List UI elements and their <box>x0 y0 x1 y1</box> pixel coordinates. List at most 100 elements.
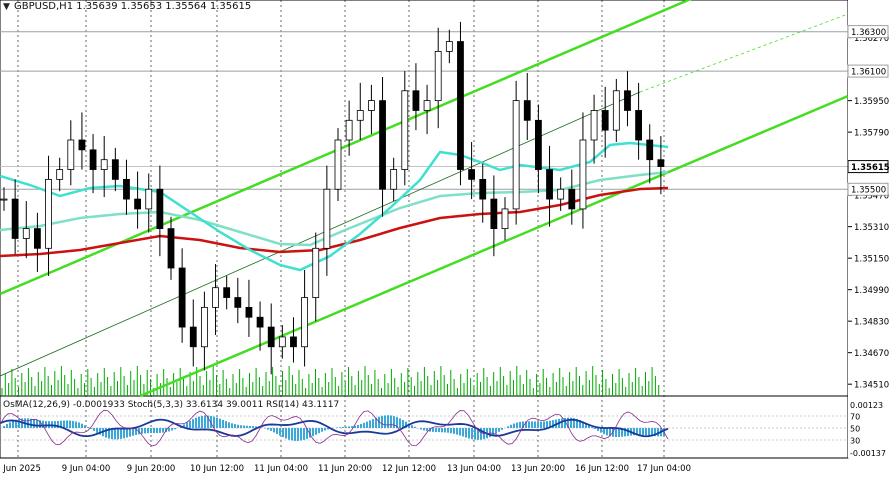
channel-mid-extension <box>639 13 849 93</box>
candle-body <box>100 159 108 170</box>
price-level-tag <box>847 64 889 78</box>
candle-body <box>67 139 75 170</box>
time-label: 13 Jun 04:00 <box>447 464 501 474</box>
ma-slow <box>0 170 669 247</box>
stoch-signal-line <box>0 409 669 447</box>
candle-body <box>557 188 565 200</box>
candle-body <box>234 297 242 308</box>
ma-fast <box>0 141 669 272</box>
current-price-tag <box>847 160 889 174</box>
candle-body <box>200 306 208 348</box>
candle-body <box>479 178 487 200</box>
candle-body <box>178 267 186 328</box>
candle-body <box>423 100 431 111</box>
price-label: 1.35790 <box>854 129 889 139</box>
candle-body <box>468 169 476 180</box>
chart-title: GBPUSD,H1 1.35639 1.35653 1.35564 1.3561… <box>14 1 252 12</box>
candle-body <box>111 159 119 180</box>
time-label: 10 Jun 12:00 <box>190 464 244 474</box>
candle-body <box>646 139 654 161</box>
candle-body <box>156 188 164 230</box>
candle-body <box>134 198 142 210</box>
candle-body <box>189 326 197 348</box>
candle-body <box>78 139 86 151</box>
price-label: 1.34830 <box>854 318 889 328</box>
indicator-level-label: 70 <box>850 413 860 422</box>
price-label: 1.35950 <box>854 97 889 107</box>
price-level-label: 1.36100 <box>851 68 886 78</box>
time-label: 13 Jun 20:00 <box>511 464 565 474</box>
time-label: 11 Jun 04:00 <box>254 464 308 474</box>
candle-body <box>624 90 631 111</box>
candle-body <box>512 100 520 210</box>
time-label: 16 Jun 12:00 <box>575 464 629 474</box>
candle-body <box>401 90 409 170</box>
channel-upper-line <box>0 0 692 296</box>
candle-body <box>334 139 342 190</box>
price-level-tag <box>847 25 889 39</box>
price-candles <box>0 21 665 375</box>
current-price-label: 1.35615 <box>851 163 890 173</box>
indicator-title: OsMA(12,26,9) -0.0001933 Stoch(5,3,3) 33… <box>3 400 340 410</box>
candle-body <box>245 306 253 318</box>
candle-body <box>145 188 153 210</box>
candle-body <box>601 110 609 131</box>
price-label: 1.34990 <box>854 286 889 296</box>
horizontal-levels: 1.36300 1.36100 1.35500 <box>0 25 889 196</box>
candle-body <box>323 188 331 249</box>
candle-body <box>635 110 642 141</box>
candle-body <box>412 90 420 111</box>
price-label: 1.35310 <box>854 223 889 233</box>
candle-body <box>301 297 309 348</box>
price-label: 1.36270 <box>854 34 889 44</box>
price-label: 1.34510 <box>854 381 889 391</box>
candle-body <box>56 169 64 180</box>
candle-body <box>356 110 364 121</box>
symbol-dropdown-icon[interactable]: ▼ <box>3 2 10 12</box>
candle-body <box>612 90 620 131</box>
price-axis: 1.36270 1.35950 1.35790 1.35470 1.35310 1.351… <box>847 0 890 458</box>
candle-body <box>445 41 453 52</box>
price-level-label: 1.35500 <box>851 186 886 196</box>
candle-body <box>590 110 598 141</box>
candle-body <box>312 247 320 298</box>
indicator-axis-bottom: -0.00137 <box>850 449 886 458</box>
candle-body <box>22 228 30 239</box>
price-level-tag <box>847 182 889 196</box>
candle-body <box>434 50 442 102</box>
candle-body <box>123 178 130 200</box>
indicator-axis-top: 0.00123 <box>850 401 883 410</box>
time-label: 17 Jun 04:00 <box>637 464 691 474</box>
candle-body <box>290 336 297 348</box>
time-label: 12 Jun 12:00 <box>382 464 436 474</box>
indicator-level-label: 50 <box>850 425 860 434</box>
candle-body <box>546 169 553 200</box>
price-label: 1.35470 <box>854 192 889 202</box>
time-axis: 6 Jun 2025 9 Jun 04:00 9 Jun 20:00 10 Jun 1… <box>0 464 691 474</box>
candle-body <box>523 100 531 121</box>
candle-body <box>167 228 175 269</box>
candle-body <box>568 188 576 210</box>
price-label: 1.35150 <box>854 255 889 265</box>
candle-body <box>657 159 665 167</box>
price-level-label: 1.36300 <box>851 28 886 38</box>
candle-body <box>535 119 542 170</box>
time-label: 9 Jun 04:00 <box>62 464 111 474</box>
candle-body <box>89 149 97 170</box>
time-label: 9 Jun 20:00 <box>127 464 176 474</box>
indicator-level-label: 30 <box>850 437 860 446</box>
candle-body <box>34 228 41 249</box>
candle-body <box>278 336 286 348</box>
time-label: 6 Jun 2025 <box>0 464 41 474</box>
candle-body <box>579 139 587 210</box>
candle-body <box>367 100 375 111</box>
candle-body <box>11 198 19 239</box>
candle-body <box>256 316 264 328</box>
candle-body <box>390 169 398 190</box>
stoch-main-line <box>0 418 669 438</box>
ma-long <box>0 186 669 258</box>
candle-body <box>223 287 231 298</box>
candle-body <box>45 178 52 249</box>
channel-mid-line <box>0 91 641 377</box>
